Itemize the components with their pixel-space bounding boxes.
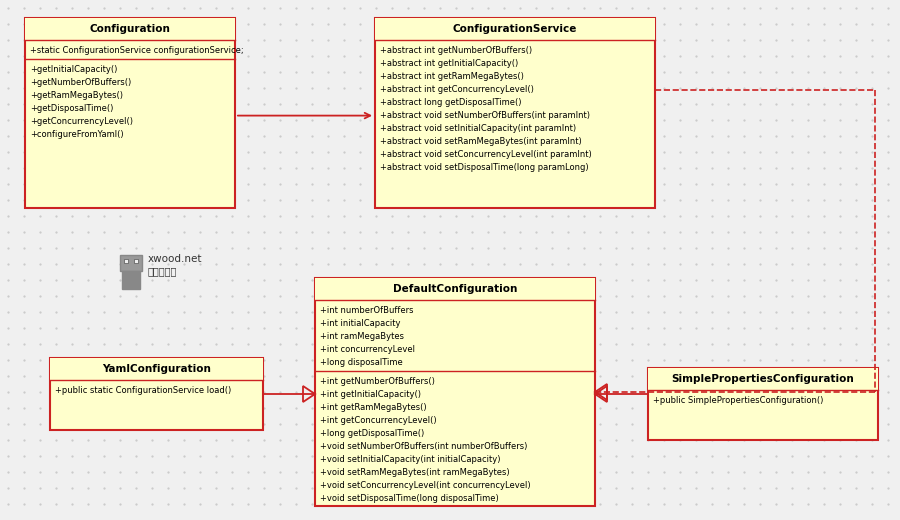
Bar [122, 271, 140, 289]
Bar [124, 259, 128, 263]
Text: +int initialCapacity: +int initialCapacity [320, 319, 400, 328]
Bar [25, 18, 235, 40]
Bar [315, 278, 595, 506]
Text: +getConcurrencyLevel(): +getConcurrencyLevel() [30, 117, 133, 126]
Bar [315, 278, 595, 300]
Text: +int getNumberOfBuffers(): +int getNumberOfBuffers() [320, 377, 435, 386]
Text: +getInitialCapacity(): +getInitialCapacity() [30, 65, 117, 74]
Text: xwood.net: xwood.net [148, 254, 202, 264]
Text: +getDisposalTime(): +getDisposalTime() [30, 104, 113, 113]
Text: YamlConfiguration: YamlConfiguration [102, 364, 211, 374]
Text: +long getDisposalTime(): +long getDisposalTime() [320, 429, 424, 438]
Text: +void setInitialCapacity(int initialCapacity): +void setInitialCapacity(int initialCapa… [320, 455, 500, 464]
Text: +int getConcurrencyLevel(): +int getConcurrencyLevel() [320, 416, 436, 425]
Text: +int getRamMegaBytes(): +int getRamMegaBytes() [320, 403, 427, 412]
Text: +int numberOfBuffers: +int numberOfBuffers [320, 306, 413, 315]
Text: +void setConcurrencyLevel(int concurrencyLevel): +void setConcurrencyLevel(int concurrenc… [320, 481, 531, 490]
Text: +abstract void setInitialCapacity(int paramInt): +abstract void setInitialCapacity(int pa… [380, 124, 576, 133]
Bar [648, 368, 878, 390]
Text: +configureFromYaml(): +configureFromYaml() [30, 130, 123, 139]
Bar [25, 18, 235, 208]
Text: SimplePropertiesConfiguration: SimplePropertiesConfiguration [671, 374, 854, 384]
Text: +abstract int getConcurrencyLevel(): +abstract int getConcurrencyLevel() [380, 85, 534, 94]
Text: +getRamMegaBytes(): +getRamMegaBytes() [30, 91, 123, 100]
Text: +int concurrencyLevel: +int concurrencyLevel [320, 345, 415, 354]
Text: Configuration: Configuration [90, 24, 170, 34]
Text: +abstract long getDisposalTime(): +abstract long getDisposalTime() [380, 98, 521, 107]
Text: ConfigurationService: ConfigurationService [453, 24, 577, 34]
Text: +void setDisposalTime(long disposalTime): +void setDisposalTime(long disposalTime) [320, 494, 499, 503]
Text: +abstract int getRamMegaBytes(): +abstract int getRamMegaBytes() [380, 72, 524, 81]
Bar [120, 255, 142, 271]
Text: +int ramMegaBytes: +int ramMegaBytes [320, 332, 404, 341]
Text: +abstract void setConcurrencyLevel(int paramInt): +abstract void setConcurrencyLevel(int p… [380, 150, 592, 159]
Text: +public SimplePropertiesConfiguration(): +public SimplePropertiesConfiguration() [653, 396, 824, 405]
Bar [134, 259, 138, 263]
Text: +int getInitialCapacity(): +int getInitialCapacity() [320, 390, 421, 399]
Text: +abstract void setNumberOfBuffers(int paramInt): +abstract void setNumberOfBuffers(int pa… [380, 111, 590, 120]
Text: +public static ConfigurationService load(): +public static ConfigurationService load… [55, 386, 231, 395]
Text: +static ConfigurationService configurationService;: +static ConfigurationService configurati… [30, 46, 244, 55]
Text: 小木人印象: 小木人印象 [148, 266, 177, 276]
Bar [375, 18, 655, 40]
Text: +abstract void setDisposalTime(long paramLong): +abstract void setDisposalTime(long para… [380, 163, 589, 172]
Bar [375, 18, 655, 208]
Text: +void setNumberOfBuffers(int numberOfBuffers): +void setNumberOfBuffers(int numberOfBuf… [320, 442, 527, 451]
Bar [50, 358, 263, 380]
Text: DefaultConfiguration: DefaultConfiguration [392, 284, 518, 294]
Bar [50, 358, 263, 430]
Text: +abstract int getInitialCapacity(): +abstract int getInitialCapacity() [380, 59, 518, 68]
Text: +getNumberOfBuffers(): +getNumberOfBuffers() [30, 78, 131, 87]
Text: +long disposalTime: +long disposalTime [320, 358, 403, 367]
Text: +abstract int getNumberOfBuffers(): +abstract int getNumberOfBuffers() [380, 46, 532, 55]
Text: +abstract void setRamMegaBytes(int paramInt): +abstract void setRamMegaBytes(int param… [380, 137, 581, 146]
Bar [648, 368, 878, 440]
Text: +void setRamMegaBytes(int ramMegaBytes): +void setRamMegaBytes(int ramMegaBytes) [320, 468, 509, 477]
